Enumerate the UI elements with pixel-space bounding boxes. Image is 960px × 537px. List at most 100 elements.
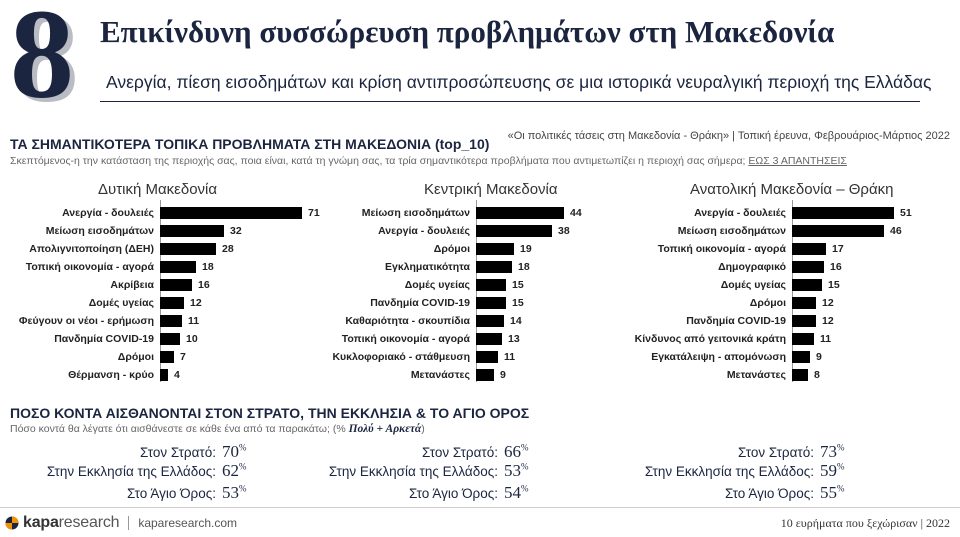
- bar-value-label: 38: [558, 225, 570, 237]
- trust-label: Στο Άγιο Όρος:: [724, 486, 814, 501]
- bar-value-label: 4: [174, 369, 180, 381]
- page-subtitle: Ανεργία, πίεση εισοδημάτων και κρίση αντ…: [106, 72, 932, 92]
- bar-label: Καθαριότητα - σκουπίδια: [345, 315, 470, 327]
- trust-percentage: 73%: [820, 442, 845, 462]
- bar: [476, 333, 502, 345]
- bar-value-label: 15: [828, 279, 840, 291]
- percent-sign: %: [837, 483, 845, 494]
- bar: [160, 261, 196, 273]
- bar-label: Τοπική οικονομία - αγορά: [25, 261, 154, 273]
- percent-sign: %: [837, 461, 845, 472]
- bar-value-label: 15: [512, 279, 524, 291]
- bar-label: Εγκληματικότητα: [384, 261, 470, 273]
- trust-percentage: 70%: [222, 442, 247, 462]
- bar-label: Μετανάστες: [410, 369, 470, 381]
- trust-value: 70: [222, 442, 239, 461]
- bar-label: Φεύγουν οι νέοι - ερήμωση: [18, 315, 154, 327]
- bar: [160, 207, 302, 219]
- trust-value: 55: [820, 483, 837, 502]
- bar-label: Δρόμοι: [117, 351, 154, 363]
- section2-subtitle-text: Πόσο κοντά θα λέγατε ότι αισθάνεστε σε κ…: [10, 423, 346, 435]
- trust-percentage: 54%: [504, 483, 529, 503]
- trust-percentage: 59%: [820, 461, 845, 481]
- bar-value-label: 12: [822, 315, 834, 327]
- bar: [792, 333, 814, 345]
- bar-label: Δομές υγείας: [404, 279, 470, 291]
- bar: [160, 351, 174, 363]
- bar: [792, 315, 816, 327]
- percent-sign: %: [521, 461, 529, 472]
- trust-label: Στην Εκκλησία της Ελλάδος:: [328, 464, 498, 479]
- region-title-west: Δυτική Μακεδονία: [98, 181, 218, 198]
- trust-value: 53: [504, 461, 521, 480]
- bar-value-label: 11: [820, 333, 832, 345]
- bar-value-label: 18: [518, 261, 530, 273]
- bar: [792, 243, 826, 255]
- bar: [160, 369, 168, 381]
- page-title: Επικίνδυνη συσσώρευση προβλημάτων στη Μα…: [100, 14, 835, 49]
- bar-value-label: 19: [520, 243, 532, 255]
- bar-value-label: 46: [890, 225, 902, 237]
- bar: [792, 369, 808, 381]
- percent-sign: %: [239, 483, 247, 494]
- percent-sign: %: [239, 442, 247, 453]
- finding-number: 8: [10, 0, 74, 125]
- bar: [476, 207, 564, 219]
- bar-label: Ανεργία - δουλειές: [378, 225, 470, 237]
- bar-label: Δρόμοι: [749, 297, 786, 309]
- bar-label: Μείωση εισοδημάτων: [677, 225, 786, 237]
- bar-value-label: 44: [570, 207, 582, 219]
- bar-label: Θέρμανση - κρύο: [68, 369, 154, 381]
- bar: [476, 315, 504, 327]
- percent-sign: %: [521, 442, 529, 453]
- logo-text: kaparesearch: [23, 514, 120, 532]
- trust-value: 62: [222, 461, 239, 480]
- chart-axis: [476, 200, 477, 382]
- bar-value-label: 51: [900, 207, 912, 219]
- kapa-research-logo: kaparesearch kaparesearch.com: [5, 514, 237, 532]
- website-link[interactable]: kaparesearch.com: [138, 516, 238, 530]
- bar: [160, 225, 224, 237]
- logo-separator: [128, 516, 130, 530]
- bar-value-label: 18: [202, 261, 214, 273]
- trust-percentage: 66%: [504, 442, 529, 462]
- chart-axis: [792, 200, 793, 382]
- bar: [792, 351, 810, 363]
- bar-value-label: 17: [832, 243, 844, 255]
- trust-label: Στον Στρατό:: [422, 445, 498, 460]
- trust-label: Στο Άγιο Όρος:: [408, 486, 498, 501]
- bar: [160, 297, 184, 309]
- trust-value: 66: [504, 442, 521, 461]
- bar-value-label: 14: [510, 315, 522, 327]
- bar: [476, 225, 552, 237]
- logo-text-light: research: [58, 514, 120, 531]
- bar-value-label: 9: [500, 369, 506, 381]
- section1-title: ΤΑ ΣΗΜΑΝΤΙΚΟΤΕΡΑ ΤΟΠΙΚΑ ΠΡΟΒΛΗΜΑΤΑ ΣΤΗ Μ…: [10, 136, 490, 152]
- trust-value: 59: [820, 461, 837, 480]
- bar-label: Τοπική οικονομία - αγορά: [657, 243, 786, 255]
- survey-question: Σκεπτόμενος-η την κατάσταση της περιοχής…: [10, 155, 847, 167]
- bar: [160, 333, 180, 345]
- footer-series-label: 10 ευρήματα που ξεχώρισαν | 2022: [780, 516, 950, 530]
- bar-label: Ανεργία - δουλειές: [694, 207, 786, 219]
- trust-value: 53: [222, 483, 239, 502]
- percent-sign: %: [837, 442, 845, 453]
- bar-label: Δομές υγείας: [720, 279, 786, 291]
- kapa-logo-icon: [5, 516, 19, 530]
- bar-value-label: 8: [814, 369, 820, 381]
- bar-label: Κυκλοφοριακό - στάθμευση: [332, 351, 470, 363]
- bar: [476, 243, 514, 255]
- bar-value-label: 16: [830, 261, 842, 273]
- percent-sign: %: [239, 461, 247, 472]
- section2-subtitle: Πόσο κοντά θα λέγατε ότι αισθάνεστε σε κ…: [10, 423, 425, 435]
- bar-label: Εγκατάλειψη - απομόνωση: [651, 351, 786, 363]
- bar-value-label: 9: [816, 351, 822, 363]
- bar-value-label: 16: [198, 279, 210, 291]
- percent-sign: %: [521, 483, 529, 494]
- bar-label: Κίνδυνος από γειτονικά κράτη: [634, 333, 786, 345]
- bar: [160, 315, 182, 327]
- trust-percentage: 55%: [820, 483, 845, 503]
- trust-percentage: 53%: [222, 483, 247, 503]
- bar-label: Ακρίβεια: [110, 279, 154, 291]
- trust-label: Στο Άγιο Όρος:: [126, 486, 216, 501]
